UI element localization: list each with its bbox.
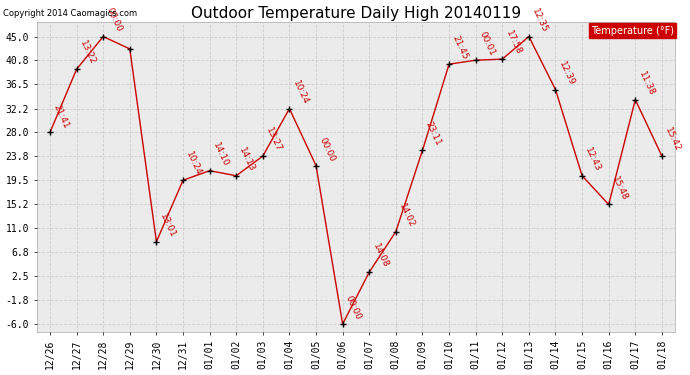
Text: 00:00: 00:00: [317, 136, 337, 163]
Text: 21:41: 21:41: [51, 102, 70, 130]
Text: 13:01: 13:01: [158, 211, 177, 239]
Text: 14:08: 14:08: [371, 242, 390, 269]
Text: 10:24: 10:24: [290, 79, 310, 106]
Text: 14:13: 14:13: [237, 146, 257, 173]
Text: 00:00: 00:00: [105, 6, 124, 34]
Text: 11:38: 11:38: [637, 70, 656, 97]
Text: 23:11: 23:11: [424, 120, 443, 148]
Text: 13:27: 13:27: [264, 126, 284, 153]
Text: 12:35: 12:35: [531, 7, 549, 34]
Text: 15:42: 15:42: [663, 126, 682, 153]
Text: 00:01: 00:01: [477, 30, 496, 57]
Title: Outdoor Temperature Daily High 20140119: Outdoor Temperature Daily High 20140119: [191, 6, 521, 21]
Text: 15:48: 15:48: [610, 175, 629, 202]
Text: Temperature (°F): Temperature (°F): [591, 26, 674, 36]
Text: 14:10: 14:10: [211, 141, 230, 168]
Text: 14:02: 14:02: [397, 202, 416, 229]
Text: 12:43: 12:43: [584, 146, 602, 173]
Text: 17:58: 17:58: [504, 29, 523, 56]
Text: 00:00: 00:00: [344, 294, 363, 321]
Text: Copyright 2014 Caomagics.com: Copyright 2014 Caomagics.com: [3, 9, 137, 18]
Text: 13:22: 13:22: [78, 39, 97, 66]
Text: 12:39: 12:39: [557, 60, 576, 87]
Text: 21:45: 21:45: [451, 34, 469, 62]
Text: 10:24: 10:24: [184, 150, 204, 177]
